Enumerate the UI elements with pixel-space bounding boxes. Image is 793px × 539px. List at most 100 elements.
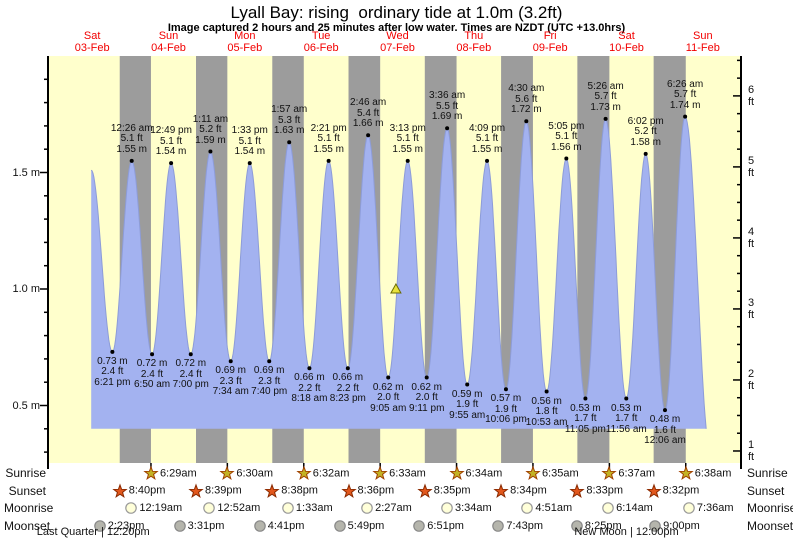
- tide-extreme-dot: [110, 349, 115, 354]
- sunrise-entry: 6:29am: [143, 465, 204, 481]
- moonset-time: 2:23pm: [107, 519, 145, 532]
- day-date: 06-Feb: [303, 42, 339, 54]
- high-tide-label: 2:21 pm 5.1 ft 1.55 m: [310, 122, 347, 155]
- moonrise-time: 3:34am: [455, 502, 492, 514]
- moonset-time: 4:41pm: [267, 519, 305, 532]
- high-tide-label: 4:30 am 5.6 ft 1.72 m: [508, 83, 545, 116]
- sunset-time: 8:39pm: [205, 484, 242, 497]
- high-tide-label: 3:36 am 5.5 ft 1.69 m: [429, 90, 466, 123]
- sunrise-entry: 6:38am: [678, 465, 739, 481]
- sunrise-entry: 6:32am: [296, 465, 357, 481]
- moon-phase-note: New Moon | 12:00pm: [574, 526, 679, 538]
- right-axis-value: 4 ft: [748, 225, 755, 250]
- tide-extreme-dot: [405, 158, 410, 163]
- sunset-time: 8:35pm: [433, 484, 471, 497]
- sunrise-star-icon: [678, 465, 694, 481]
- sunrise-star-icon: [372, 465, 388, 481]
- sunrise-time: 6:29am: [159, 467, 197, 479]
- moonrise-entry: 1:33am: [282, 501, 340, 515]
- tide-extreme-dot: [424, 375, 429, 380]
- chart-subtitle: Image captured 2 hours and 25 minutes af…: [167, 22, 626, 34]
- right-axis-value: 1 ft: [748, 438, 755, 463]
- high-tide-label: 6:02 pm 5.2 ft 1.58 m: [627, 115, 664, 148]
- sunrise-entry: 6:34am: [449, 465, 510, 481]
- high-tide-label: 4:09 pm 5.1 ft 1.55 m: [468, 122, 506, 155]
- sunset-entry: 8:33pm: [569, 483, 630, 498]
- moonset-entry: 8:25pm: [571, 519, 629, 533]
- high-tide-label: 6:26 am 5.7 ft 1.74 m: [667, 78, 704, 111]
- tide-extreme-dot: [603, 116, 608, 121]
- sunset-star-icon: [341, 483, 357, 498]
- moonrise-icon: [602, 502, 614, 514]
- high-tide-label: 1:33 pm 5.1 ft 1.54 m: [231, 125, 268, 158]
- day-header: Sat 10-Feb: [609, 30, 644, 54]
- day-name: Thu: [464, 30, 484, 42]
- moonrise-icon: [282, 502, 294, 514]
- tide-extreme-dot: [247, 161, 252, 166]
- moonrise-entry: 12:52am: [203, 501, 267, 515]
- high-tide-label: 12:26 am 5.1 ft 1.55 m: [110, 122, 153, 155]
- tide-extreme-dot: [345, 366, 350, 371]
- sunset-entry: 8:34pm: [493, 483, 554, 498]
- low-tide-label: 0.59 m 1.9 ft 9:55 am: [449, 388, 486, 421]
- sunset-entry: 8:36pm: [341, 483, 402, 498]
- high-tide-label: 2:46 am 5.4 ft 1.66 m: [350, 97, 387, 130]
- day-header: Thu 08-Feb: [456, 30, 491, 54]
- moonrise-entry: 7:36am: [683, 501, 741, 515]
- tide-extreme-dot: [386, 375, 391, 380]
- moonrise-icon: [441, 502, 453, 514]
- sunrise-entry: 6:30am: [219, 465, 280, 481]
- sunset-star-icon: [417, 483, 433, 498]
- tide-extreme-dot: [445, 126, 450, 131]
- high-tide-label: 1:57 am 5.3 ft 1.63 m: [271, 104, 308, 137]
- moonset-time: 7:43pm: [506, 519, 544, 532]
- moonrise-icon: [521, 502, 534, 514]
- low-tide-label: 0.48 m 1.6 ft 12:06 am: [644, 414, 686, 447]
- sunset-time: 8:32pm: [662, 484, 700, 497]
- tide-extreme-dot: [662, 408, 667, 413]
- tide-extreme-dot: [366, 133, 371, 138]
- high-tide-label: 12:49 pm 5.1 ft 1.54 m: [150, 125, 192, 158]
- high-tide-label: 1:11 am 5.2 ft 1.59 m: [192, 113, 229, 146]
- sunset-time: 8:34pm: [510, 484, 547, 497]
- sunset-star-icon: [264, 483, 280, 498]
- sunset-star-icon: [569, 483, 585, 498]
- day-name: Wed: [386, 30, 409, 42]
- low-tide-label: 0.66 m 2.2 ft 8:18 am: [291, 372, 328, 405]
- tide-extreme-dot: [208, 149, 213, 154]
- low-tide-label: 0.66 m 2.2 ft 8:23 pm: [329, 372, 366, 405]
- low-tide-label: 0.72 m 2.4 ft 7:00 pm: [172, 358, 209, 391]
- row-label-right-moonset: Moonset: [747, 518, 793, 533]
- moonset-entry: 2:23pm: [93, 519, 152, 533]
- day-name: Mon: [234, 30, 256, 42]
- moonrise-icon: [361, 502, 373, 514]
- sunrise-time: 6:37am: [618, 467, 656, 479]
- moonrise-entry: 6:14am: [602, 501, 660, 515]
- moonset-time: 5:49pm: [347, 519, 385, 532]
- day-header: Wed 07-Feb: [380, 30, 415, 54]
- day-name: Sat: [618, 30, 635, 42]
- high-tide-label: 3:13 pm 5.1 ft 1.55 m: [389, 122, 426, 155]
- left-axis-value: 0.5 m: [12, 399, 40, 412]
- day-name: Fri: [543, 30, 557, 42]
- moonrise-time: 2:27am: [375, 502, 412, 514]
- tide-extreme-dot: [287, 140, 292, 145]
- day-name: Tue: [311, 30, 331, 42]
- moonrise-time: 6:14am: [616, 502, 653, 514]
- tide-extreme-dot: [150, 352, 155, 357]
- sunset-time: 8:40pm: [128, 484, 166, 497]
- day-date: 10-Feb: [609, 42, 644, 54]
- day-date: 03-Feb: [74, 42, 110, 54]
- row-label-left-sunset: Sunset: [8, 483, 46, 498]
- tide-extreme-dot: [544, 389, 549, 394]
- moonset-icon: [93, 519, 106, 532]
- day-header: Fri 09-Feb: [533, 30, 568, 54]
- sunrise-star-icon: [601, 465, 617, 481]
- sunset-time: 8:33pm: [586, 484, 624, 497]
- moonrise-icon: [683, 502, 695, 514]
- tide-extreme-dot: [503, 387, 508, 392]
- tide-extreme-dot: [188, 352, 193, 357]
- moonset-time: 6:51pm: [427, 519, 464, 532]
- sunrise-entry: 6:33am: [372, 465, 433, 481]
